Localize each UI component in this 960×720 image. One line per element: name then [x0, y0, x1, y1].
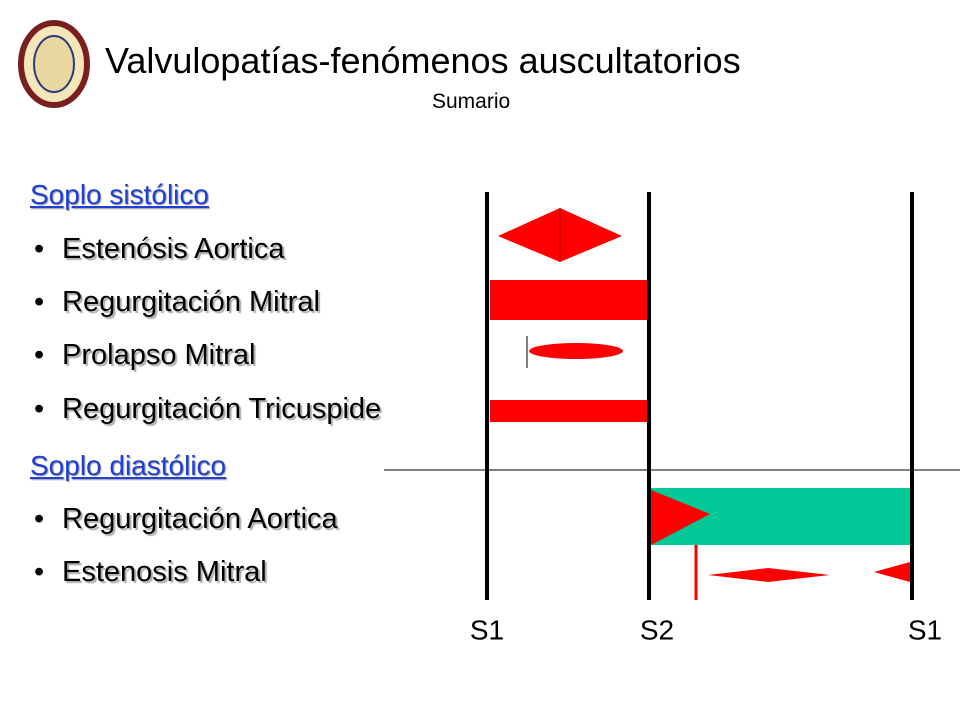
section-heading: Soplo diastólico	[30, 450, 227, 481]
list-item: Regurgitación Tricuspide	[62, 393, 382, 425]
title: Valvulopatías-fenómenos auscultatorios	[105, 40, 741, 81]
sound-label: S1	[470, 614, 504, 645]
logo-inner	[33, 35, 75, 93]
list-item: Estenosis Mitral	[62, 556, 267, 588]
murmur-shape	[651, 490, 710, 545]
bullet: •	[34, 233, 45, 265]
murmur-shape	[490, 280, 647, 320]
bullet: •	[34, 339, 45, 371]
bullet: •	[34, 503, 45, 535]
sound-label: S1	[908, 614, 942, 645]
sound-label: S2	[640, 614, 674, 645]
list-item: Regurgitación Mitral	[62, 286, 320, 318]
bullet: •	[34, 286, 45, 318]
murmur-shape	[708, 568, 830, 582]
murmur-shape	[874, 562, 910, 582]
bullet: •	[34, 393, 45, 425]
murmur-shape	[529, 343, 623, 359]
list-item: Estenósis Aortica	[62, 233, 285, 265]
murmur-shape	[490, 400, 647, 422]
subtitle: Sumario	[432, 90, 511, 113]
bullet: •	[34, 556, 45, 588]
list-item: Prolapso Mitral	[62, 339, 256, 371]
section-heading: Soplo sistólico	[30, 179, 209, 210]
list-item: Regurgitación Aortica	[62, 503, 338, 535]
